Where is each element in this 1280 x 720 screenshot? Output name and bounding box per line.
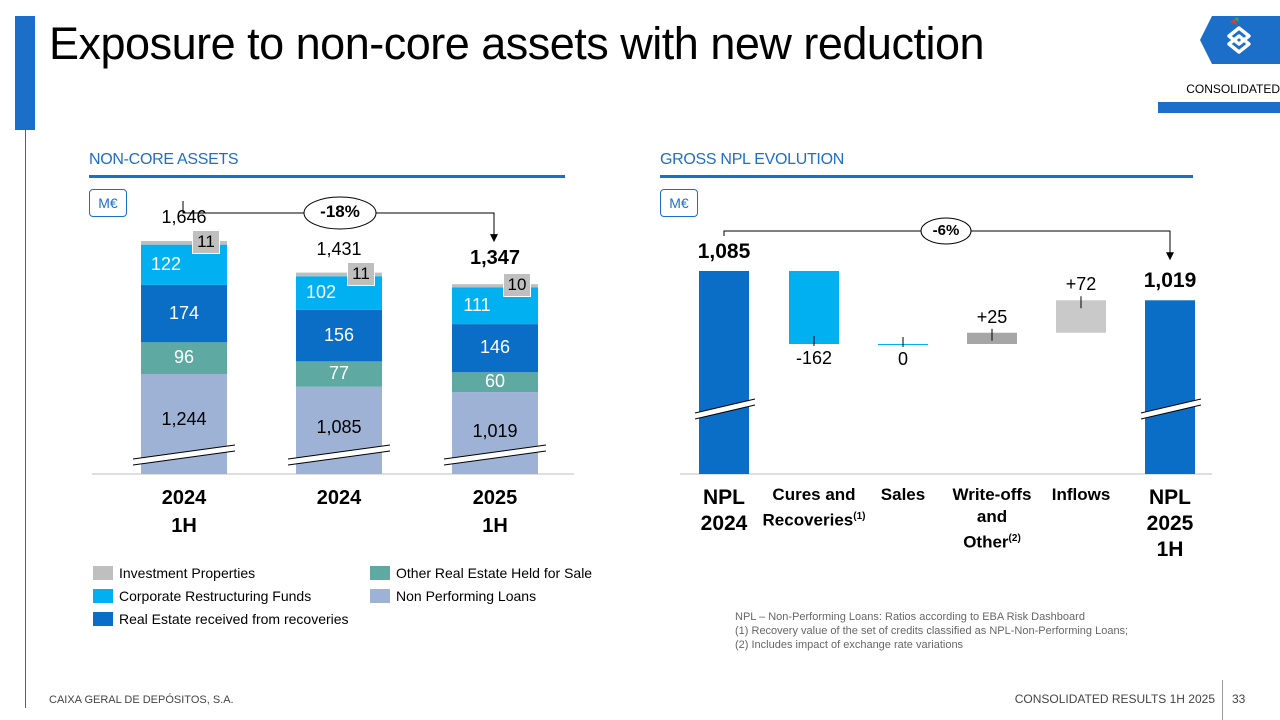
legend-item-investment-properties: Investment Properties xyxy=(93,565,255,581)
bar-label-non-performing-loans-2025-1h: 1,019 xyxy=(472,420,518,441)
waterfall-label-npl-2025-1h: 1,019 xyxy=(1143,269,1197,293)
bar-label-real-estate-received-from-recoveries-2024-1h: 174 xyxy=(168,302,200,323)
legend-swatch xyxy=(93,566,113,580)
npl-waterfall-svg xyxy=(680,217,1212,475)
bar-label-investment-properties-2025-1h: 10 xyxy=(503,273,531,298)
npl-change-arrow xyxy=(723,217,1174,261)
bar-label-investment-properties-2024: 11 xyxy=(347,261,375,286)
legend-label: Other Real Estate Held for Sale xyxy=(396,565,593,581)
axis-break-mark xyxy=(132,444,236,466)
bar-label-other-real-estate-held-for-sale-2025-1h: 60 xyxy=(484,371,506,392)
bar-segment-other-real-estate-held-for-sale-2024-1h xyxy=(141,342,227,374)
bar-segment-other-real-estate-held-for-sale-2025-1h xyxy=(452,372,538,393)
axis-break-mark xyxy=(694,398,756,420)
waterfall-bar-cures-and-recoveries xyxy=(789,271,839,344)
bar-total-2025-1h: 1,347 xyxy=(469,247,521,270)
non-core-assets-svg xyxy=(92,196,574,475)
bar-label-other-real-estate-held-for-sale-2024-1h: 96 xyxy=(173,347,195,368)
npl-unit-badge: M€ xyxy=(660,189,698,217)
legend-swatch xyxy=(93,589,113,603)
change-label-non-core: -18% xyxy=(320,202,360,221)
bar-label-real-estate-received-from-recoveries-2024: 156 xyxy=(323,324,355,345)
gross-npl-waterfall-chart: 1,085 NPL 2024 -162 Cures and Recoveries(1) 0 S… xyxy=(680,217,1212,561)
waterfall-label-cures-and-recoveries: -162 xyxy=(795,348,833,368)
change-label-npl: -6% xyxy=(932,222,960,239)
bar-label-corporate-restructuring-funds-2025-1h: 111 xyxy=(463,294,491,315)
legend-item-other-real-estate-held-for-sale: Other Real Estate Held for Sale xyxy=(370,565,592,581)
waterfall-bar-npl-2025-1h xyxy=(1145,300,1195,474)
footer-separator xyxy=(1222,680,1223,720)
non-core-assets-chart: 1,244 96 174 122 11 1,646 2024 1H 1,085 77 156 102 1… xyxy=(0,0,640,560)
bar-total-2024: 1,431 xyxy=(316,238,362,259)
bar-label-other-real-estate-held-for-sale-2024: 77 xyxy=(328,363,350,384)
cgd-logo-icon xyxy=(1200,16,1280,64)
waterfall-category-write-offs-and-other: Write-offs and Other(2) xyxy=(952,485,1032,552)
bar-label-corporate-restructuring-funds-2024: 102 xyxy=(305,282,337,303)
waterfall-label-write-offs-and-other: +25 xyxy=(976,306,1008,327)
footnote-2: (2) Includes impact of exchange rate var… xyxy=(735,639,964,651)
legend-swatch xyxy=(370,589,390,603)
left-rule xyxy=(25,130,26,708)
waterfall-label-sales: 0 xyxy=(897,349,908,369)
axis-break-mark xyxy=(287,444,391,466)
waterfall-category-cures-and-recoveries: Cures and Recoveries(1) xyxy=(762,485,866,530)
category-label-2024: 2024 xyxy=(316,487,362,509)
waterfall-category-npl-2024: NPL 2024 xyxy=(700,486,748,535)
axis-break-mark xyxy=(1140,398,1202,420)
legend-label: Investment Properties xyxy=(119,565,256,581)
waterfall-bar-npl-2024 xyxy=(699,271,749,474)
bar-label-corporate-restructuring-funds-2024-1h: 122 xyxy=(150,253,182,274)
bar-segment-investment-properties-2025-1h xyxy=(452,284,538,288)
bar-segment-investment-properties-2024-1h xyxy=(141,241,227,245)
bar-segment-real-estate-received-from-recoveries-2024-1h xyxy=(141,284,227,343)
footer-report: CONSOLIDATED RESULTS 1H 2025 xyxy=(1014,692,1215,706)
bar-segment-real-estate-received-from-recoveries-2025-1h xyxy=(452,324,538,373)
legend-item-non-performing-loans: Non Performing Loans xyxy=(370,588,536,604)
legend-label: Corporate Restructuring Funds xyxy=(119,588,312,604)
consolidated-tag: CONSOLIDATED xyxy=(1186,82,1280,96)
waterfall-label-inflows: +72 xyxy=(1065,274,1097,295)
axis-break-mark xyxy=(443,444,547,466)
footer-company: CAIXA GERAL DE DEPÓSITOS, S.A. xyxy=(49,694,234,706)
category-label-2024-1h: 2024 1H xyxy=(161,487,207,537)
footnote-npl: NPL – Non-Performing Loans: Ratios accor… xyxy=(735,611,1085,623)
npl-section-title: GROSS NPL EVOLUTION xyxy=(660,151,844,168)
bar-label-investment-properties-2024-1h: 11 xyxy=(192,230,220,254)
legend-label: Non Performing Loans xyxy=(396,588,537,604)
bar-segment-other-real-estate-held-for-sale-2024 xyxy=(296,361,382,387)
category-label-2025-1h: 2025 1H xyxy=(472,487,518,537)
page-title: Exposure to non-core assets with new red… xyxy=(49,18,985,69)
page-number: 33 xyxy=(1232,692,1246,706)
legend-label: Real Estate received from recoveries xyxy=(119,611,349,627)
footnote-1: (1) Recovery value of the set of credits… xyxy=(735,625,1129,637)
waterfall-category-sales: Sales xyxy=(880,485,926,504)
waterfall-label-npl-2024: 1,085 xyxy=(697,240,751,263)
waterfall-category-npl-2025-1h: NPL 2025 1H xyxy=(1146,486,1194,561)
legend-item-corporate-restructuring-funds: Corporate Restructuring Funds xyxy=(93,588,311,604)
legend-swatch xyxy=(93,612,113,626)
npl-section-rule xyxy=(660,175,1193,178)
consolidated-bar xyxy=(1158,102,1280,113)
bar-label-real-estate-received-from-recoveries-2025-1h: 146 xyxy=(479,337,511,358)
non-core-section-title: NON-CORE ASSETS xyxy=(89,151,239,168)
bar-segment-real-estate-received-from-recoveries-2024 xyxy=(296,309,382,362)
bar-segment-investment-properties-2024 xyxy=(296,272,382,277)
legend-swatch xyxy=(370,566,390,580)
non-core-section-rule xyxy=(89,175,565,178)
non-core-unit-badge: M€ xyxy=(89,189,127,217)
legend-item-real-estate-received-from-recoveries: Real Estate received from recoveries xyxy=(93,611,349,627)
title-accent-bar xyxy=(15,16,35,130)
bar-label-non-performing-loans-2024-1h: 1,244 xyxy=(161,409,207,429)
change-arrow xyxy=(182,196,498,243)
waterfall-category-inflows: Inflows xyxy=(1051,485,1111,504)
footnotes: NPL – Non-Performing Loans: Ratios accor… xyxy=(735,610,1128,652)
bar-total-2024-1h: 1,646 xyxy=(161,207,207,227)
bar-label-non-performing-loans-2024: 1,085 xyxy=(316,417,362,438)
